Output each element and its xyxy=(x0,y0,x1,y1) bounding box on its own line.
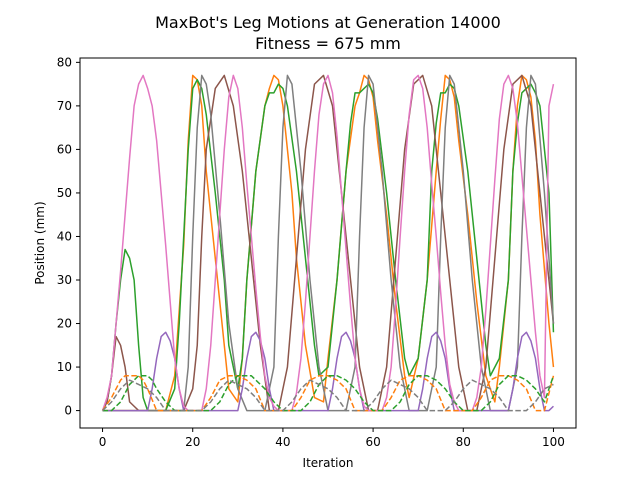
y-tick-label: 20 xyxy=(57,317,72,331)
series-layer xyxy=(101,74,555,412)
x-tick-label: 20 xyxy=(185,435,200,449)
series-line-2 xyxy=(101,79,555,412)
chart-subtitle: Fitness = 675 mm xyxy=(255,34,401,53)
x-tick-label: 100 xyxy=(542,435,565,449)
series-line-4 xyxy=(102,74,555,412)
y-tick-label: 60 xyxy=(57,142,72,156)
y-tick-label: 40 xyxy=(57,229,72,243)
chart-title: MaxBot's Leg Motions at Generation 14000 xyxy=(155,13,501,32)
y-tick-label: 70 xyxy=(57,99,72,113)
x-tick-label: 80 xyxy=(456,435,471,449)
y-tick-label: 30 xyxy=(57,273,72,287)
series-line-7 xyxy=(101,375,555,412)
x-tick-label: 40 xyxy=(275,435,290,449)
y-tick-label: 80 xyxy=(57,55,72,69)
x-tick-label: 0 xyxy=(99,435,107,449)
x-axis: 0 20 40 60 80 100 xyxy=(99,428,565,449)
y-tick-label: 50 xyxy=(57,186,72,200)
x-tick-label: 60 xyxy=(365,435,380,449)
y-axis: 0 10 20 30 40 50 60 70 80 xyxy=(57,55,80,418)
y-tick-label: 0 xyxy=(64,404,72,418)
x-axis-label: Iteration xyxy=(303,456,354,470)
series-line-6 xyxy=(101,74,555,412)
axes-frame xyxy=(79,57,577,429)
y-axis-label: Position (mm) xyxy=(33,201,47,284)
y-tick-label: 10 xyxy=(57,360,72,374)
series-line-9 xyxy=(102,379,554,412)
series-line-8 xyxy=(102,375,555,412)
